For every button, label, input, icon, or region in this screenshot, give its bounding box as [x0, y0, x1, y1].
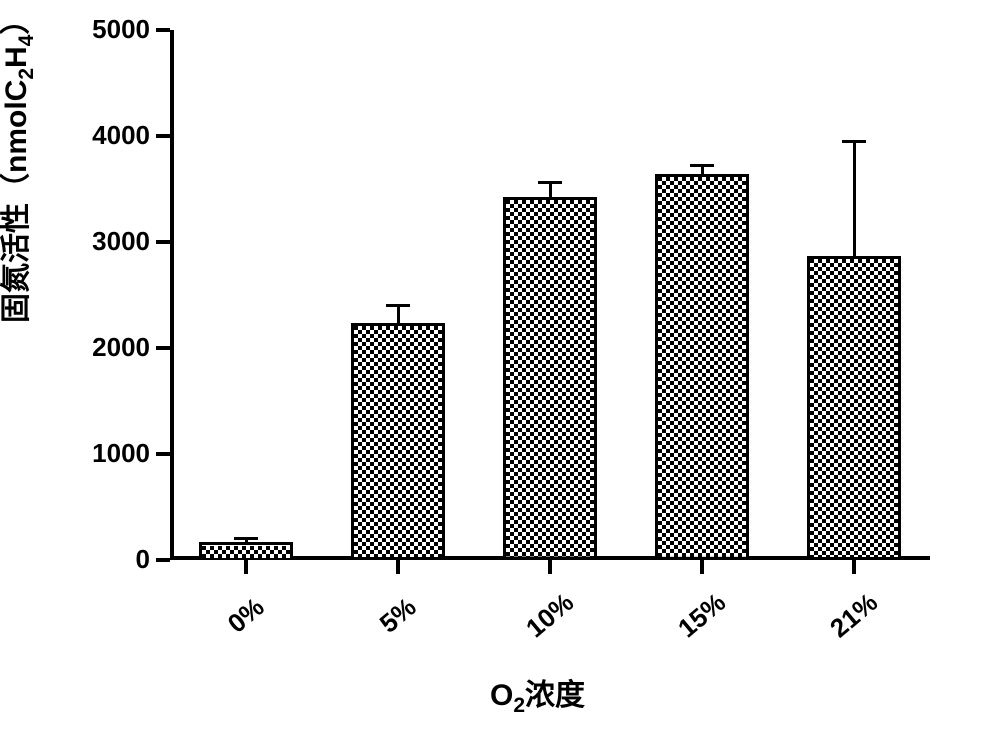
- error-cap: [690, 164, 714, 167]
- x-tick: [852, 560, 856, 574]
- y-tick-label: 4000: [60, 120, 150, 151]
- y-axis-title: 固氮活性（nmolC2H4）: [0, 283, 39, 323]
- x-tick: [548, 560, 552, 574]
- bar: [655, 174, 749, 560]
- bar-fill: [506, 200, 594, 557]
- x-tick-label: 21%: [813, 578, 894, 653]
- y-tick-label: 3000: [60, 226, 150, 257]
- bar: [199, 542, 293, 560]
- error-bar: [853, 141, 856, 255]
- bar: [807, 256, 901, 560]
- y-tick: [156, 346, 170, 350]
- y-tick: [156, 134, 170, 138]
- bar: [503, 197, 597, 560]
- bar-fill: [202, 546, 290, 558]
- y-tick-label: 2000: [60, 332, 150, 363]
- error-cap: [842, 140, 866, 143]
- x-tick: [700, 560, 704, 574]
- y-tick: [156, 452, 170, 456]
- error-cap: [234, 537, 258, 540]
- bar-chart: 0 1000 2000 3000 4000 5000 0% 5% 10% 15% 21% 固氮活性…: [0, 0, 1000, 741]
- bar-fill: [354, 326, 442, 557]
- bar-fill: [810, 259, 898, 557]
- error-cap: [386, 304, 410, 307]
- x-tick-label: 15%: [661, 578, 742, 653]
- error-bar: [397, 306, 400, 323]
- y-tick: [156, 240, 170, 244]
- error-bar: [549, 183, 552, 198]
- x-tick-label: 10%: [509, 578, 590, 653]
- y-tick-label: 0: [60, 544, 150, 575]
- y-tick: [156, 558, 170, 562]
- y-tick: [156, 28, 170, 32]
- error-cap: [538, 181, 562, 184]
- bar-fill: [658, 177, 746, 557]
- y-tick-label: 5000: [60, 14, 150, 45]
- x-tick: [396, 560, 400, 574]
- x-tick-label: 0%: [205, 578, 286, 653]
- y-tick-label: 1000: [60, 438, 150, 469]
- bar: [351, 323, 445, 560]
- x-tick-label: 5%: [357, 578, 438, 653]
- x-axis-title: O2浓度: [490, 670, 585, 718]
